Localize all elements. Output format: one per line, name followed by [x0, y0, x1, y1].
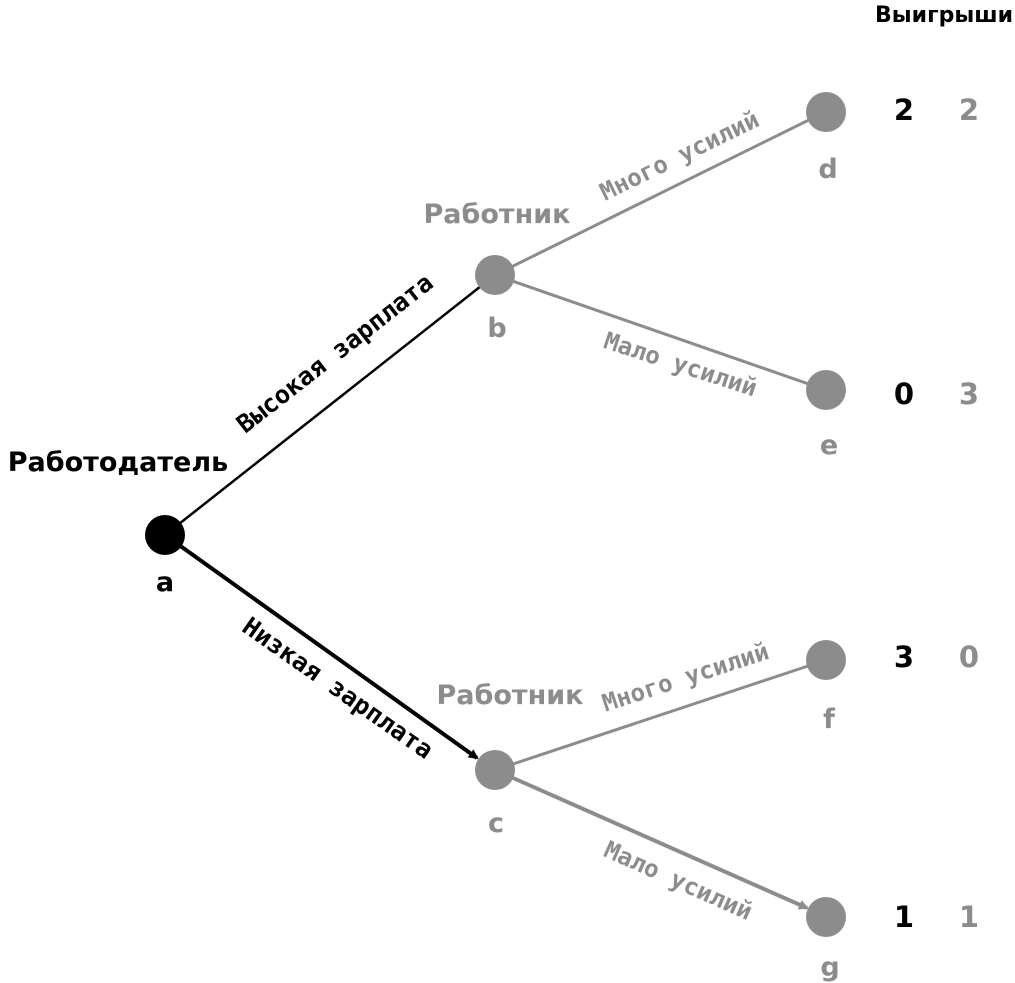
node-a [145, 515, 185, 555]
payoff-d-worker: 2 [959, 93, 979, 127]
payoff-e-worker: 3 [959, 377, 979, 411]
payoff-e-employer: 0 [894, 377, 914, 411]
node-f [806, 640, 846, 680]
edge-a-b [164, 274, 496, 536]
payoff-g-worker: 1 [959, 900, 979, 934]
node-label-d: d [818, 154, 837, 185]
player-label-employer: Работодатель [8, 447, 228, 478]
node-d [806, 92, 846, 132]
edge-c-g [494, 768, 809, 910]
node-label-c: c [488, 808, 504, 839]
move-label-high-wage: Высокая зарплата [231, 268, 439, 439]
move-label-low-wage: Низкая зарплата [237, 611, 439, 764]
node-label-a: a [156, 567, 174, 598]
payoff-f-worker: 0 [959, 640, 979, 674]
payoffs-title: Выигрыши [875, 3, 1013, 28]
player-label-worker-top: Работник [424, 199, 571, 230]
node-label-g: g [820, 952, 839, 983]
node-label-f: f [823, 704, 835, 735]
node-b [475, 255, 515, 295]
node-g [806, 897, 846, 937]
payoff-d-employer: 2 [894, 93, 914, 127]
node-label-b: b [487, 313, 506, 344]
edge-b-e [494, 273, 827, 392]
node-c [475, 750, 515, 790]
player-label-worker-bottom: Работник [437, 680, 584, 711]
payoff-f-employer: 3 [894, 640, 914, 674]
edge-a-c [163, 533, 479, 760]
node-e [806, 370, 846, 410]
payoff-g-employer: 1 [894, 900, 914, 934]
edge-b-d [494, 110, 826, 277]
edge-c-f [494, 658, 827, 772]
node-label-e: e [820, 430, 838, 461]
